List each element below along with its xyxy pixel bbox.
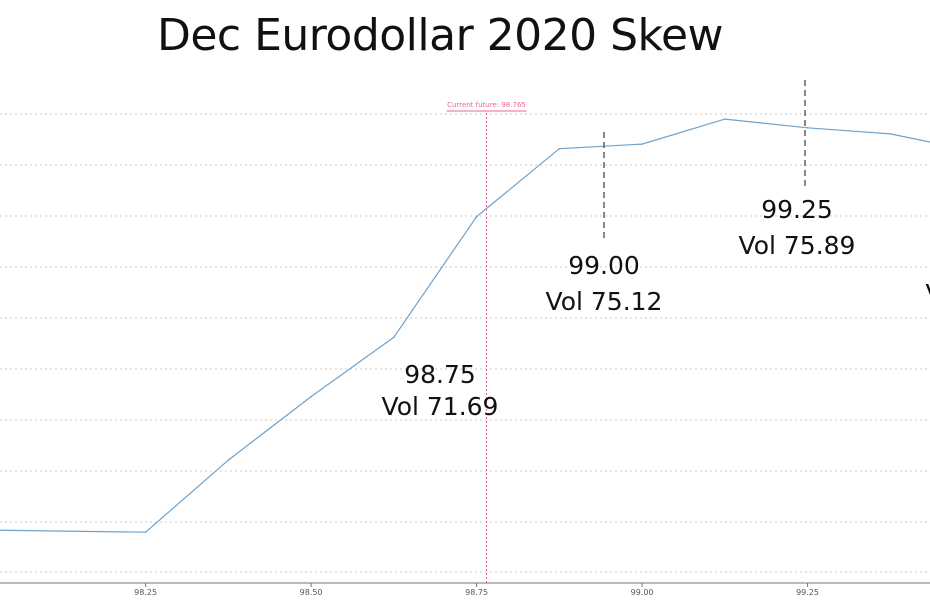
annotation-strike: 99.25 (761, 195, 833, 224)
series-point (393, 336, 395, 339)
series-point (558, 147, 561, 150)
annotations: 98.75 Vol 71.69 99.00 Vol 75.12 99.25 Vol 75.… (382, 80, 930, 421)
x-tick-label: 98.50 (300, 588, 323, 597)
x-tick-label: 99.00 (631, 588, 654, 597)
x-tick-label: 98.25 (134, 588, 157, 597)
series-layer (0, 118, 930, 533)
x-axis: 98.25 98.50 98.75 99.00 99.25 (0, 582, 930, 597)
chart-title: Dec Eurodollar 2020 Skew (156, 10, 724, 61)
series-point (724, 118, 726, 120)
x-tick-label: 98.75 (465, 588, 488, 597)
x-tick-label: 99.25 (796, 588, 819, 597)
annotation-vol: Vol 75.89 (739, 231, 856, 260)
current-future-marker: Current future: 98.765 (446, 101, 527, 583)
current-future-label: Current future: 98.765 (447, 101, 526, 109)
annotation-vol: Vol 71.69 (382, 392, 499, 421)
series-point (889, 133, 892, 135)
annotation-vol: Vol 75.12 (546, 287, 663, 316)
series-point (310, 395, 312, 398)
series-point (227, 459, 230, 461)
grid-lines (0, 113, 930, 573)
series-point (475, 215, 478, 218)
series-point (144, 531, 147, 533)
series-point (641, 143, 643, 145)
series-point (806, 126, 809, 129)
series-line-0 (0, 118, 930, 533)
annotation-strike: 99.00 (568, 251, 640, 280)
annotation-vol: V (925, 279, 930, 308)
annotation-strike: 98.75 (404, 360, 476, 389)
